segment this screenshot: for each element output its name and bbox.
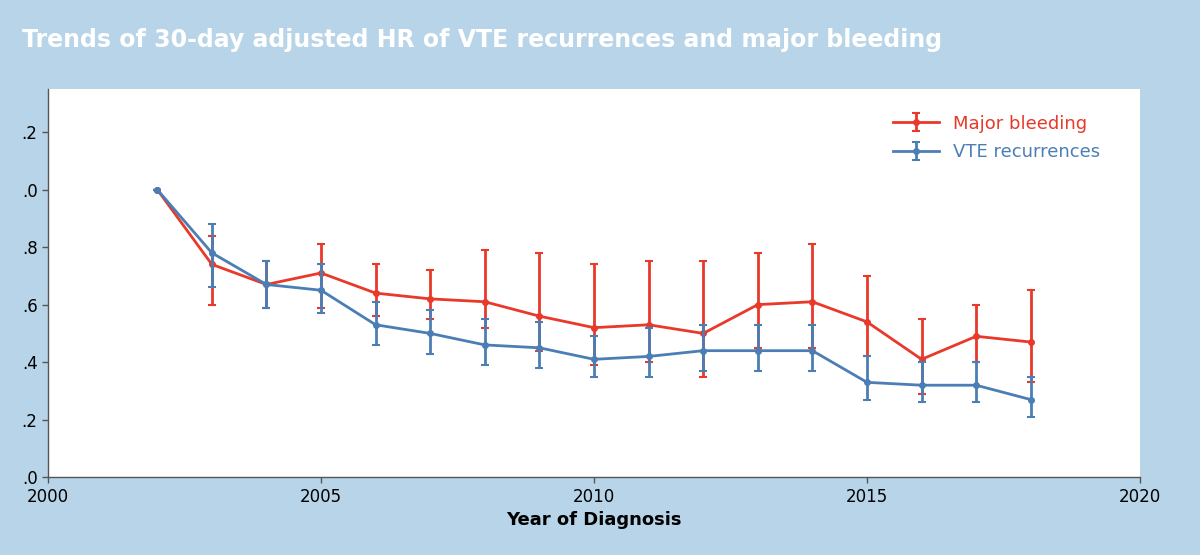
X-axis label: Year of Diagnosis: Year of Diagnosis bbox=[506, 511, 682, 529]
Text: Trends of 30-day adjusted HR of VTE recurrences and major bleeding: Trends of 30-day adjusted HR of VTE recu… bbox=[22, 28, 942, 52]
Legend: Major bleeding, VTE recurrences: Major bleeding, VTE recurrences bbox=[884, 105, 1109, 170]
